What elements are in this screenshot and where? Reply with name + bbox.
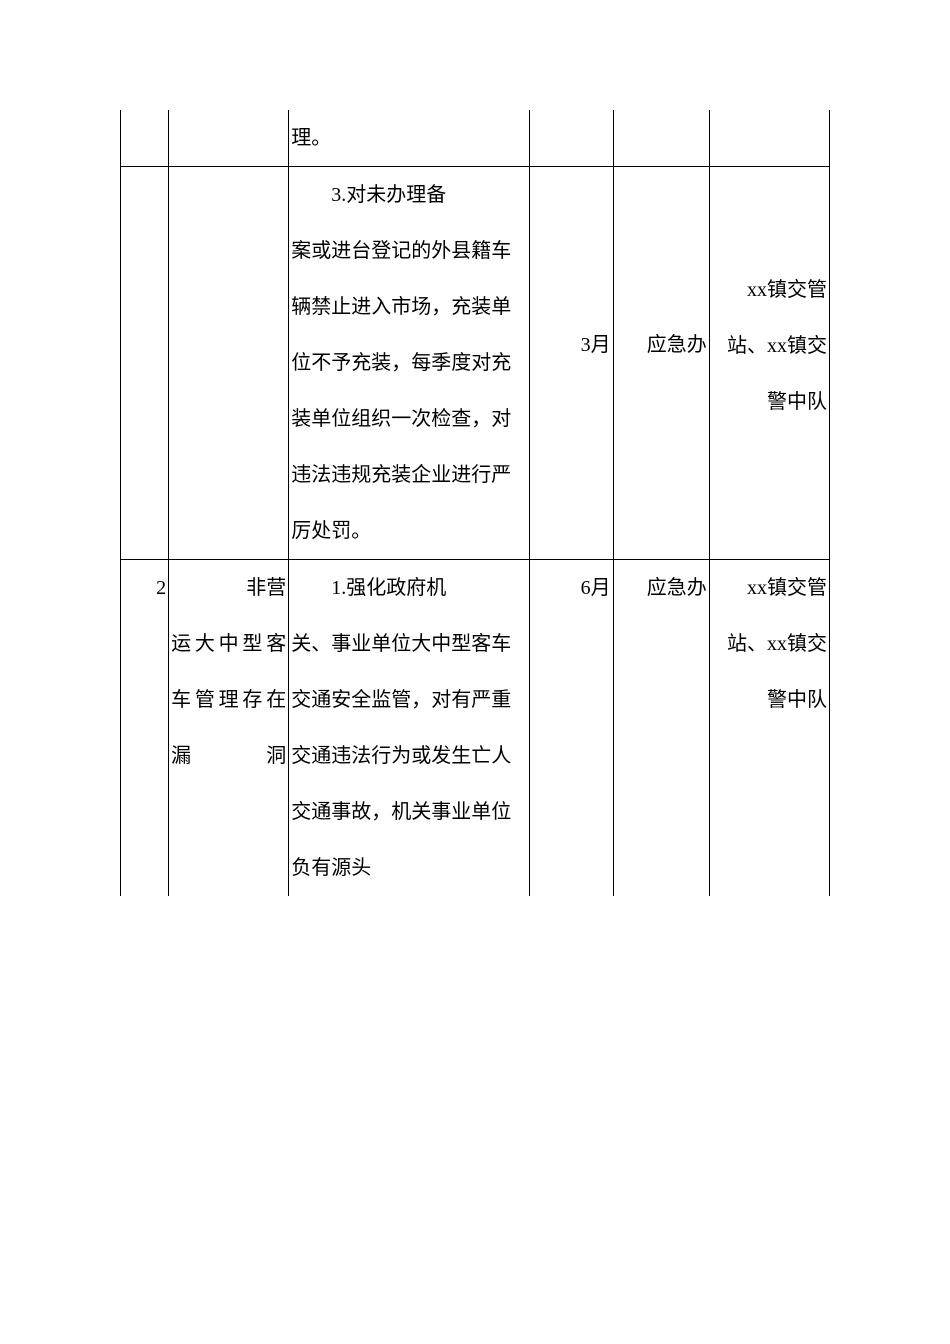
- cell-category: [169, 110, 289, 167]
- cell-text: 理。: [289, 110, 528, 166]
- cell-text: 2: [121, 560, 168, 616]
- cell-period: 6月: [529, 560, 613, 897]
- cell-text-indent: 3.对未办理备: [291, 167, 526, 223]
- cell-unit: xx镇交管站、xx镇交警中队: [709, 167, 829, 560]
- cell-index: [121, 110, 169, 167]
- cell-index: [121, 167, 169, 560]
- cell-content: 3.对未办理备 案或进台登记的外县籍车辆禁止进入市场，充装单位不予充装，每季度对…: [289, 167, 529, 560]
- cell-period: [529, 110, 613, 167]
- cell-text: 6月: [581, 577, 611, 599]
- cell-text: 3月: [581, 334, 611, 356]
- table-row: 3.对未办理备 案或进台登记的外县籍车辆禁止进入市场，充装单位不予充装，每季度对…: [121, 167, 830, 560]
- cell-unit: xx镇交管站、xx镇交警中队: [709, 560, 829, 897]
- cell-content: 1.强化政府机 关、事业单位大中型客车交通安全监管，对有严重交通违法行为或发生亡…: [289, 560, 529, 897]
- cell-dept: [613, 110, 709, 167]
- cell-text-rest: 案或进台登记的外县籍车辆禁止进入市场，充装单位不予充装，每季度对充装单位组织一次…: [291, 240, 511, 542]
- table-row: 2 非营 运大中型客车管理存在漏洞 1.强化政府机 关、事业单位大中型客车交通安…: [121, 560, 830, 897]
- cell-text-indent: 1.强化政府机: [291, 560, 526, 616]
- cell-category: [169, 167, 289, 560]
- cell-unit: [709, 110, 829, 167]
- cell-period: 3月: [529, 167, 613, 560]
- cell-text-rest: 运大中型客车管理存在漏洞: [171, 616, 286, 784]
- cell-text: xx镇交管站、xx镇交警中队: [727, 577, 827, 711]
- cell-category: 非营 运大中型客车管理存在漏洞: [169, 560, 289, 897]
- cell-text: 应急办: [647, 577, 707, 599]
- document-table: 理。 3.对未办理备 案或进台登记的外县籍车辆禁止进入市场，充装单位不予充装，每…: [120, 110, 830, 896]
- table-row: 理。: [121, 110, 830, 167]
- cell-dept: 应急办: [613, 167, 709, 560]
- cell-text: 应急办: [647, 334, 707, 356]
- cell-index: 2: [121, 560, 169, 897]
- cell-text-indent: 非营: [171, 560, 286, 616]
- cell-dept: 应急办: [613, 560, 709, 897]
- cell-content: 理。: [289, 110, 529, 167]
- cell-text-rest: 关、事业单位大中型客车交通安全监管，对有严重交通违法行为或发生亡人交通事故，机关…: [291, 633, 511, 879]
- cell-text: xx镇交管站、xx镇交警中队: [727, 279, 827, 413]
